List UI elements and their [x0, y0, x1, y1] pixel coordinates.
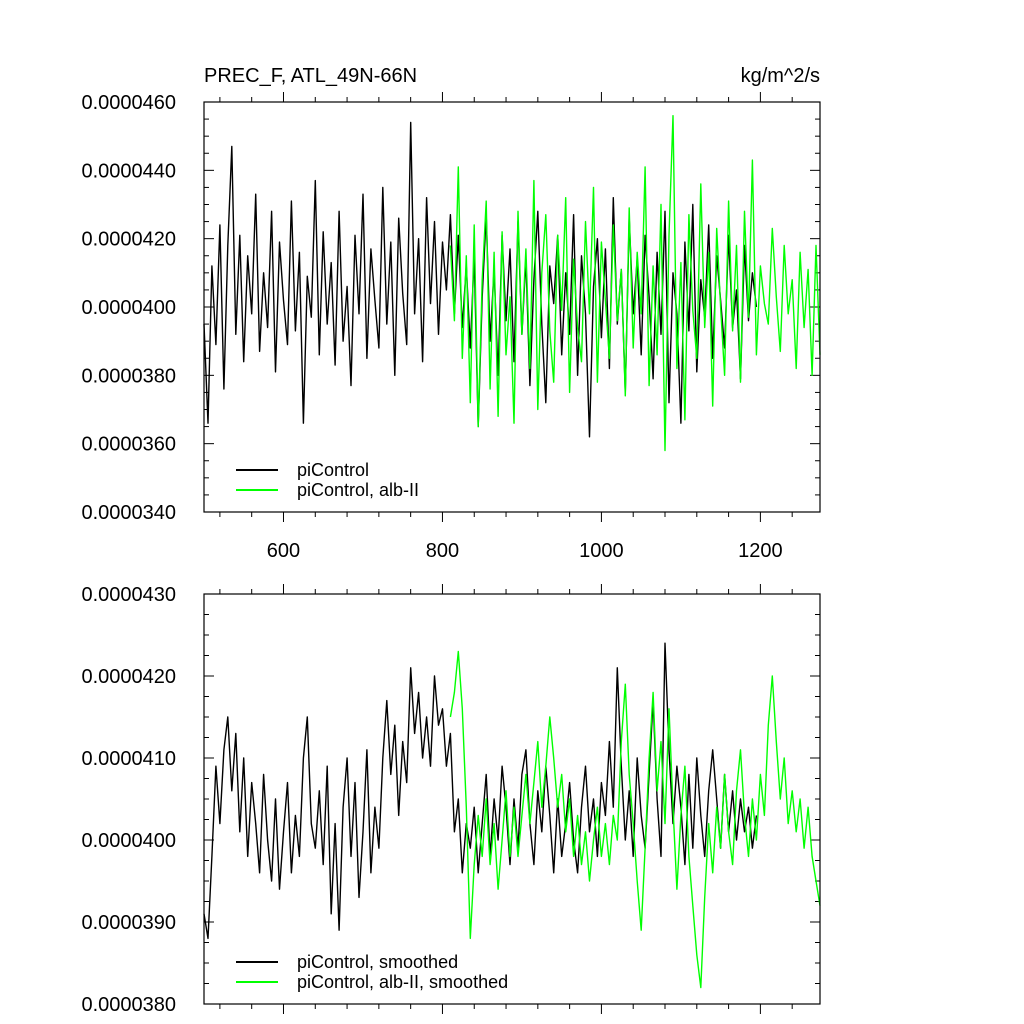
- top-y-tick-label: 0.0000440: [81, 160, 176, 182]
- top-panel-title: PREC_F, ATL_49N-66N: [204, 65, 417, 87]
- top-y-axis: 0.0000340 0.0000360 0.0000380 0.0000400 0.00…: [81, 92, 820, 524]
- bottom-x-axis: [219, 584, 793, 1014]
- top-x-tick-label: 600: [267, 540, 300, 562]
- top-y-tick-label: 0.0000380: [81, 365, 176, 387]
- bottom-y-tick-label: 0.0000420: [81, 666, 176, 688]
- top-x-axis: 600 800 1000 1200: [219, 92, 793, 562]
- top-plot-frame: [203, 101, 821, 513]
- top-y-tick-label: 0.0000360: [81, 434, 176, 456]
- top-legend: piControl piControl, alb-II: [236, 460, 419, 500]
- bottom-legend-label-picontrol-smoothed: piControl, smoothed: [297, 952, 458, 972]
- top-y-tick-label: 0.0000420: [81, 229, 176, 251]
- bottom-series-picontrol-line: [203, 642, 758, 940]
- top-legend-label-picontrol: piControl: [297, 460, 369, 480]
- top-panel-units: kg/m^2/s: [741, 65, 820, 87]
- bottom-panel: 0.0000380 0.0000390 0.0000400 0.0000410 0.00…: [81, 584, 821, 1016]
- top-x-tick-label: 800: [426, 540, 459, 562]
- bottom-y-tick-label: 0.0000390: [81, 912, 176, 934]
- bottom-series-group: [203, 642, 821, 989]
- bottom-y-tick-label: 0.0000400: [81, 830, 176, 852]
- top-panel: PREC_F, ATL_49N-66N kg/m^2/s 0.00003400.…: [81, 65, 821, 562]
- top-series-alb-ii-line: [449, 114, 821, 452]
- top-y-tick-label: 0.0000400: [81, 297, 176, 319]
- top-x-tick-label: 1200: [738, 540, 783, 562]
- bottom-y-axis: 0.0000380 0.0000390 0.0000400 0.0000410 0.00…: [81, 584, 820, 1016]
- top-x-tick-label: 1000: [579, 540, 624, 562]
- top-y-tick-label: 0.0000460: [81, 92, 176, 114]
- bottom-y-tick-label: 0.0000380: [81, 994, 176, 1016]
- bottom-y-tick-label: 0.0000430: [81, 584, 176, 606]
- bottom-legend-label-alb-ii-smoothed: piControl, alb-II, smoothed: [297, 972, 508, 992]
- bottom-plot-frame: [203, 593, 821, 1005]
- top-y-tick-label: 0.0000340: [81, 502, 176, 524]
- bottom-y-tick-label: 0.0000410: [81, 748, 176, 770]
- bottom-legend: piControl, smoothed piControl, alb-II, s…: [236, 952, 508, 992]
- top-legend-label-alb-ii: piControl, alb-II: [297, 480, 419, 500]
- top-series-group: [203, 114, 821, 452]
- bottom-series-alb-ii-line: [449, 650, 821, 989]
